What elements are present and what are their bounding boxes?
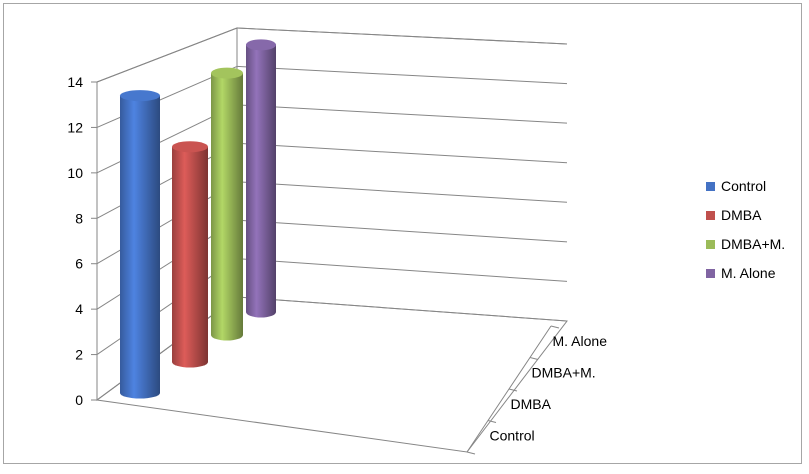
depth-tick-mark	[487, 420, 497, 423]
legend-label: M. Alone	[721, 265, 776, 281]
bar-top-cap	[211, 67, 243, 79]
bar-dmba	[172, 141, 208, 368]
y-tick-label: 12	[67, 119, 83, 135]
y-tick-label: 14	[67, 74, 83, 90]
bar-body	[120, 95, 160, 399]
bar-top-cap	[172, 141, 208, 153]
legend-swatch	[706, 269, 715, 278]
bar-m-alone	[246, 39, 276, 318]
legend-label: DMBA	[721, 207, 762, 223]
depth-tick-mark	[508, 388, 518, 392]
legend-swatch	[706, 182, 715, 191]
bar-top-cap	[120, 90, 160, 102]
gridline-back	[236, 65, 568, 85]
y-tick-label: 0	[75, 392, 83, 408]
bar-control	[120, 90, 160, 399]
back-top-edge	[236, 27, 568, 45]
depth-tick-mark	[466, 451, 476, 455]
bar-body	[172, 146, 208, 368]
bar-body	[211, 73, 243, 341]
legend: Control DMBA DMBA+M. M. Alone	[706, 178, 785, 281]
category-label: Control	[490, 427, 535, 443]
y-tick-label: 4	[75, 301, 83, 317]
depth-tick-mark	[550, 325, 560, 329]
legend-swatch	[706, 240, 715, 249]
y-tick-label: 8	[75, 210, 83, 226]
legend-label: Control	[721, 178, 766, 194]
legend-label: DMBA+M.	[721, 236, 785, 252]
category-label: M. Alone	[553, 333, 608, 349]
gridlines	[96, 27, 568, 401]
y-axis-ticks: 0 2 4 6 8 10 12 14	[67, 74, 97, 408]
legend-swatch	[706, 211, 715, 220]
y-tick-label: 10	[67, 165, 83, 181]
gridline-back	[236, 142, 568, 164]
category-label: DMBA+M.	[532, 364, 596, 380]
bar-top-cap	[246, 39, 276, 51]
bars	[120, 39, 276, 399]
y-tick-label: 6	[75, 256, 83, 272]
depth-axis-categories: Control DMBA DMBA+M. M. Alone	[466, 325, 608, 455]
category-label: DMBA	[511, 396, 552, 412]
chart-walls	[95, 27, 568, 453]
gridline-back	[236, 258, 568, 282]
depth-tick-mark	[529, 357, 539, 360]
gridline-back	[236, 104, 568, 124]
y-tick-label: 2	[75, 347, 83, 363]
bar-dmba-m-	[211, 67, 243, 341]
bar-body	[246, 44, 276, 318]
gridline-back	[236, 181, 568, 203]
gridline-back	[236, 219, 568, 243]
